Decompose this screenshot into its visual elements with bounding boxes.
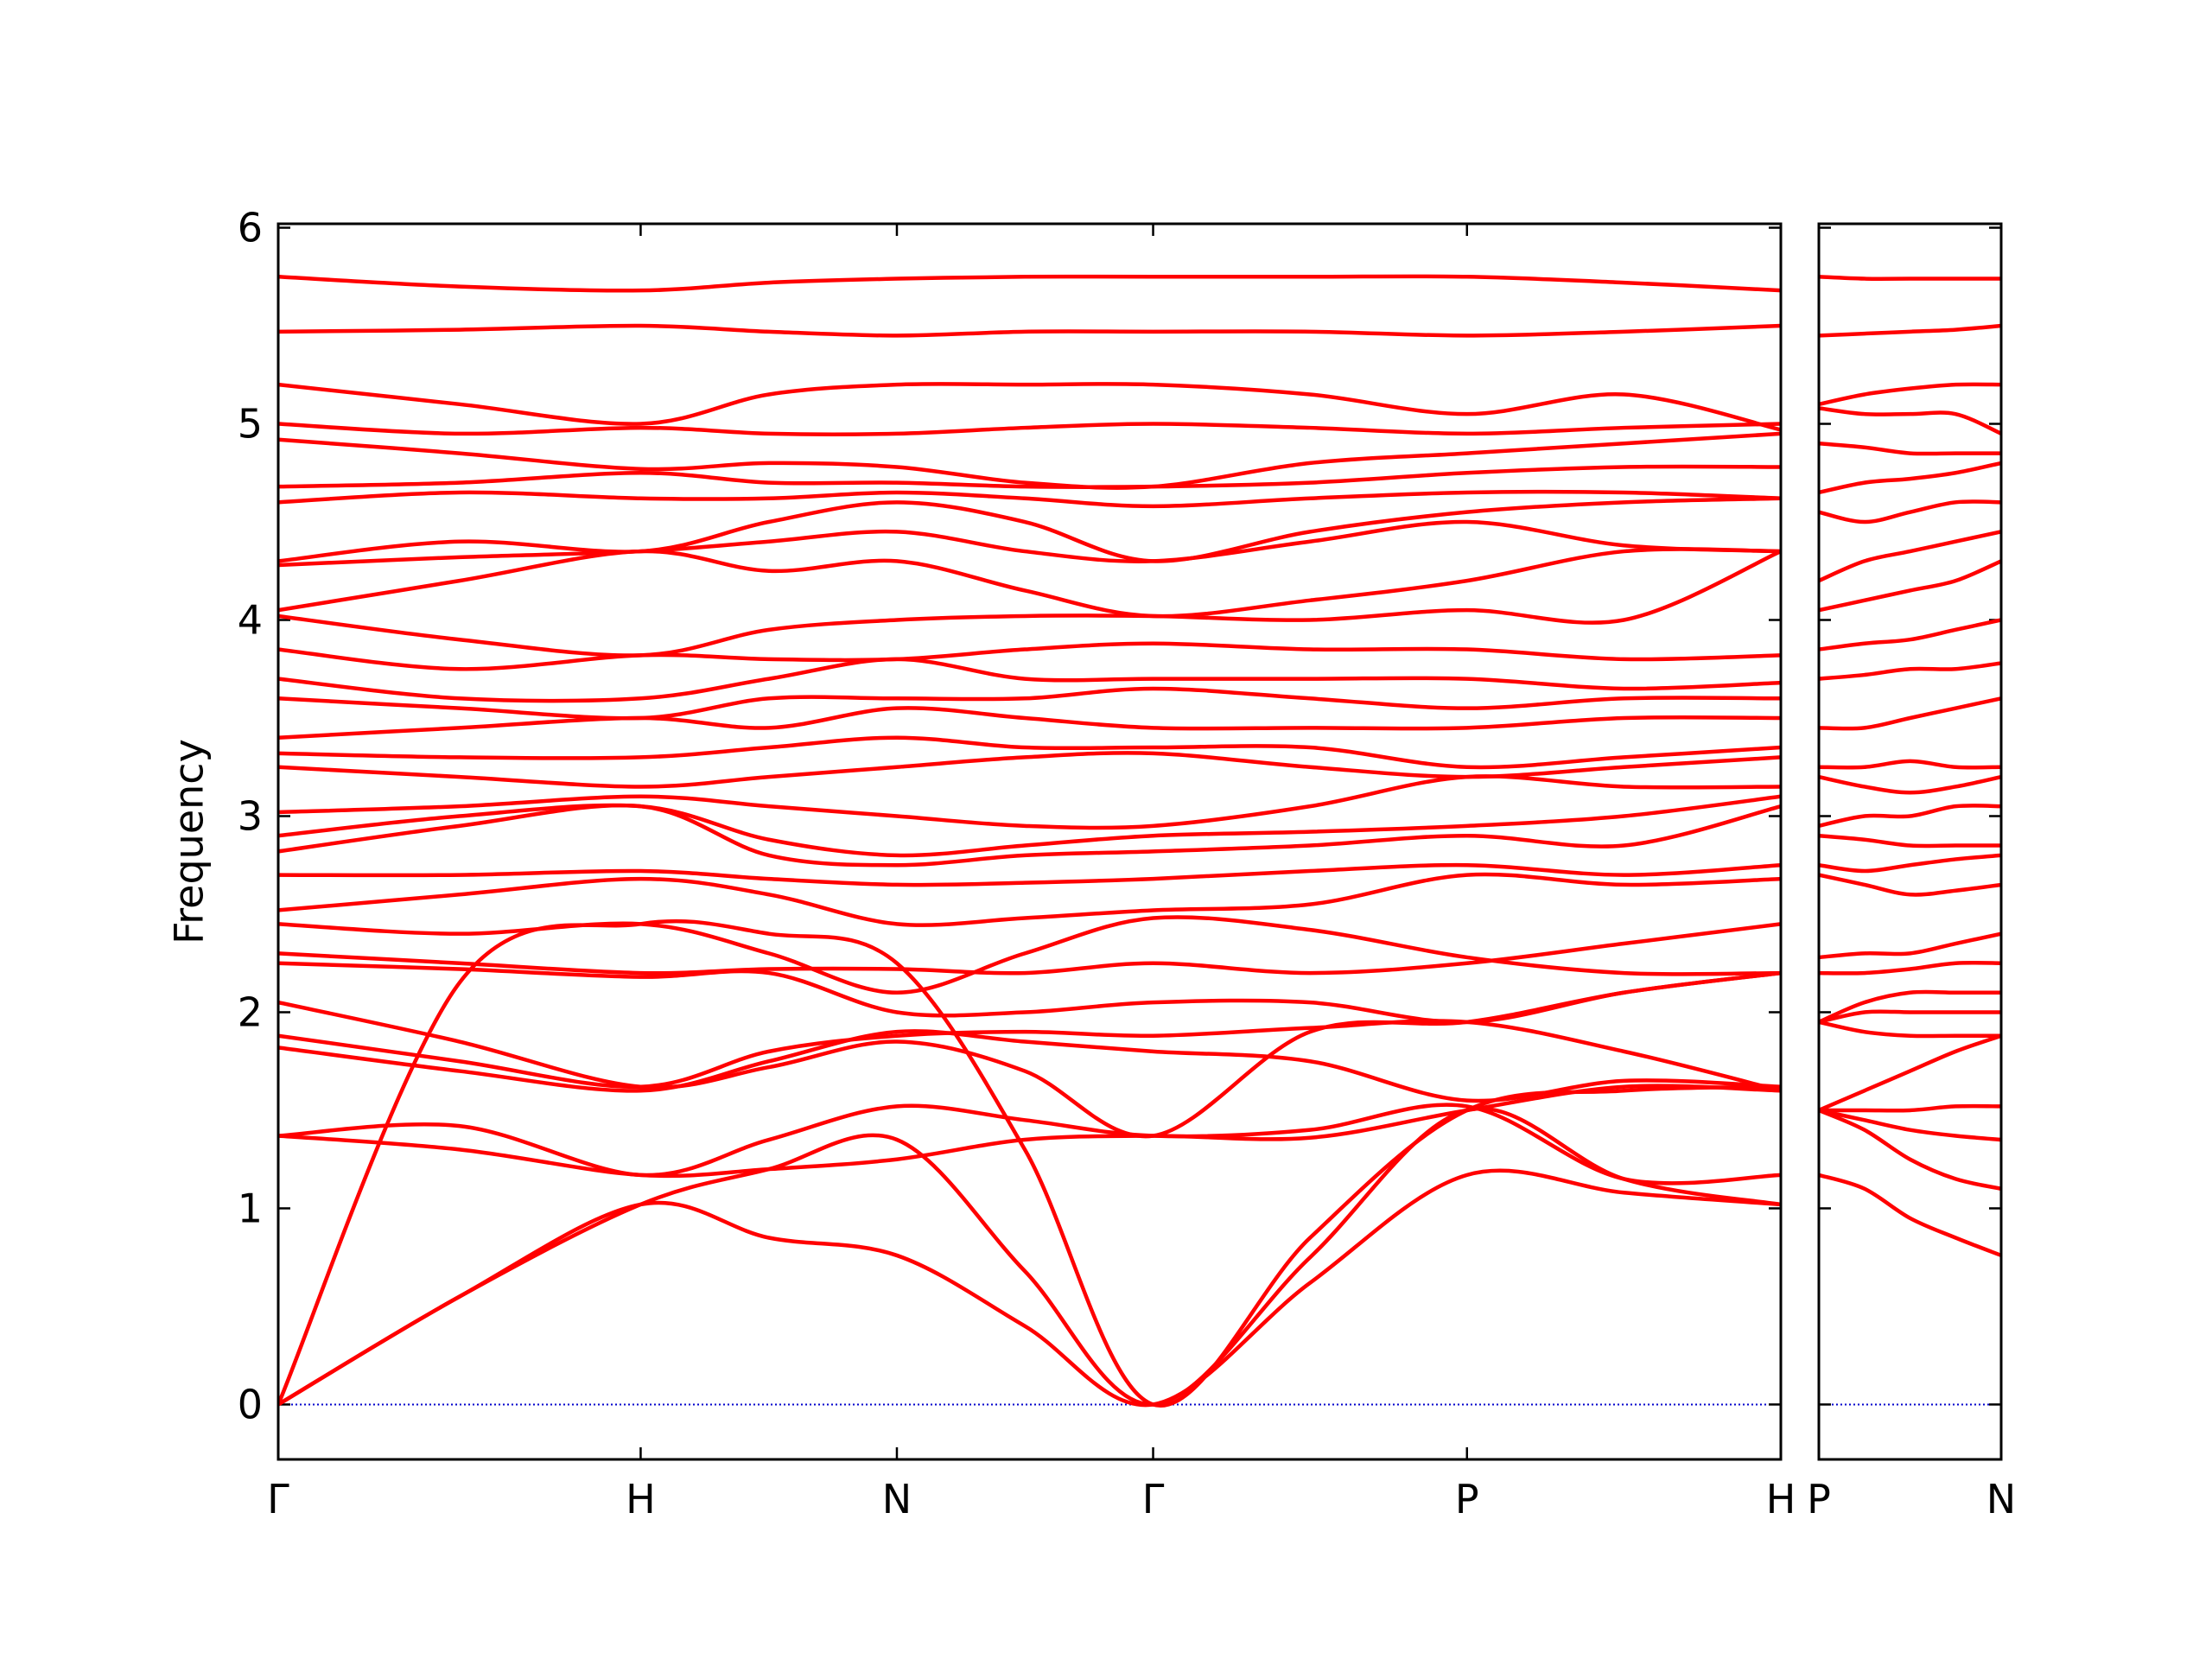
x-tick-label: Γ — [267, 1476, 289, 1522]
band-line — [278, 970, 1781, 1139]
band-line — [1819, 833, 2001, 849]
band-line — [278, 686, 1781, 721]
band-line — [1819, 960, 2001, 976]
band-line — [278, 1168, 1781, 1408]
band-line — [278, 1084, 1781, 1179]
band-line — [1819, 441, 2001, 456]
band-line — [1819, 774, 2001, 795]
band-line — [1819, 1033, 2001, 1113]
x-tick-label: N — [882, 1476, 912, 1522]
plot-frame — [1817, 222, 2003, 1461]
band-line — [278, 751, 1781, 789]
band-line — [1819, 1020, 2001, 1039]
band-line — [278, 1106, 1781, 1407]
band-line — [278, 735, 1781, 770]
band-line — [1819, 530, 2001, 583]
band-line — [278, 431, 1781, 490]
band-line — [278, 464, 1781, 489]
band-line — [1819, 382, 2001, 407]
y-tick-label: 4 — [238, 597, 263, 644]
band-line — [1819, 275, 2001, 281]
band-line — [278, 1019, 1781, 1093]
band-line — [278, 922, 1781, 976]
band-line — [1819, 1108, 2001, 1142]
plot-frame — [276, 222, 1783, 1461]
band-line — [278, 1029, 1781, 1103]
y-tick-label: 3 — [238, 792, 263, 839]
band-line — [278, 422, 1781, 436]
band-line — [1819, 461, 2001, 495]
x-tick-label: P — [1807, 1476, 1831, 1522]
band-line — [278, 794, 1781, 858]
band-line — [1819, 618, 2001, 652]
y-tick-label: 2 — [238, 988, 263, 1035]
band-line — [278, 961, 1781, 1025]
band-line — [1819, 696, 2001, 731]
band-line — [278, 657, 1781, 703]
x-tick-label: H — [626, 1476, 656, 1522]
band-line — [1819, 1173, 2001, 1258]
band-line — [1819, 853, 2001, 874]
band-line — [278, 496, 1781, 563]
band-line — [1819, 661, 2001, 681]
x-tick-label: N — [1986, 1476, 2016, 1522]
band-line — [1819, 873, 2001, 897]
band-line — [1819, 559, 2001, 613]
x-tick-label: P — [1455, 1476, 1479, 1522]
y-tick-label: 5 — [238, 401, 263, 448]
band-line — [278, 274, 1781, 293]
band-line — [1819, 989, 2001, 1024]
band-line — [1819, 1009, 2001, 1025]
band-line — [278, 489, 1781, 509]
band-line — [1819, 323, 2001, 338]
x-tick-label: Γ — [1142, 1476, 1165, 1522]
band-line — [1819, 406, 2001, 435]
band-line — [1819, 499, 2001, 524]
band-line — [278, 547, 1781, 619]
band-line — [278, 915, 1781, 995]
y-axis-label: Frequency — [166, 739, 213, 944]
band-line — [278, 803, 1781, 868]
band-line — [278, 706, 1781, 740]
band-line — [278, 323, 1781, 338]
y-tick-label: 0 — [238, 1381, 263, 1427]
band-line — [1819, 931, 2001, 960]
band-line — [278, 519, 1781, 568]
band-line — [278, 774, 1781, 830]
band-line — [278, 862, 1781, 887]
band-line — [1819, 1103, 2001, 1113]
band-line — [278, 382, 1781, 432]
band-line — [278, 872, 1781, 927]
y-tick-label: 1 — [238, 1185, 263, 1231]
band-line — [1819, 1108, 2001, 1191]
x-tick-label: H — [1766, 1476, 1796, 1522]
band-line — [278, 641, 1781, 671]
band-line — [278, 1103, 1781, 1185]
band-line — [1819, 759, 2001, 770]
band-line — [278, 550, 1781, 658]
y-tick-label: 6 — [238, 205, 263, 251]
band-line — [1819, 804, 2001, 829]
